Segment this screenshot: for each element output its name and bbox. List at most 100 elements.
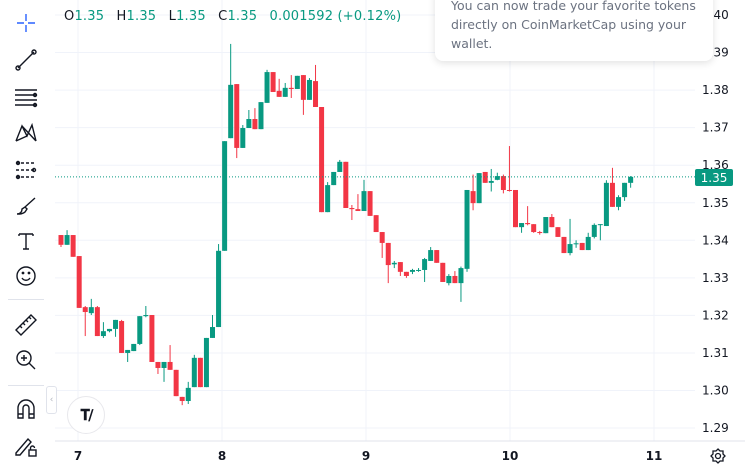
- candle-body: [119, 321, 125, 353]
- candle-down: [276, 78, 282, 97]
- last-price-badge: 1.35: [695, 169, 733, 186]
- candle-down: [482, 171, 488, 183]
- tradingview-logo[interactable]: 𝐓∕: [67, 396, 105, 434]
- tooltip-line: You can now trade your favorite tokens: [451, 0, 696, 13]
- candle-body: [591, 224, 597, 237]
- candle-up: [161, 361, 167, 382]
- candle-body: [628, 176, 634, 183]
- price-axis[interactable]: 1.29 1.30 1.31 1.32 1.33 1.34 1.35 1.36 1.37 1.38…: [702, 8, 729, 435]
- candle-up: [191, 354, 197, 388]
- candle-down: [506, 146, 512, 192]
- candle-up: [282, 82, 288, 97]
- lock-drawings-icon: [15, 437, 37, 457]
- zoom-in-tool[interactable]: [9, 345, 43, 375]
- candle-body: [549, 217, 555, 228]
- crosshair-tool[interactable]: [9, 8, 43, 38]
- brush-tool[interactable]: [9, 191, 43, 221]
- candle-body: [476, 173, 482, 204]
- candle-body: [585, 236, 591, 251]
- candle-up: [64, 230, 70, 245]
- emoji-tool[interactable]: [9, 261, 43, 291]
- text-icon: [18, 233, 34, 250]
- candle-up: [137, 316, 143, 346]
- x-tick-label: 10: [502, 449, 519, 463]
- candle-up: [306, 78, 312, 100]
- candle-down: [549, 214, 555, 228]
- candle-up: [622, 182, 628, 201]
- candle-body: [64, 235, 70, 245]
- ruler-icon: [15, 314, 37, 336]
- candle-body: [300, 75, 306, 100]
- magnet-icon: [17, 399, 35, 419]
- candle-down: [58, 235, 64, 248]
- candle-body: [367, 191, 373, 216]
- time-axis[interactable]: 7 8 9 10 11: [74, 449, 663, 463]
- candle-body: [537, 232, 543, 234]
- candle-body: [161, 361, 167, 368]
- candle-down: [452, 271, 458, 284]
- brush-icon: [16, 197, 36, 215]
- candle-body: [216, 250, 222, 328]
- candle-up: [131, 343, 137, 352]
- candle-down: [397, 262, 403, 276]
- lock-drawings-tool[interactable]: [9, 431, 43, 461]
- horizontal-lines-tool[interactable]: [9, 82, 43, 112]
- candle-body: [470, 191, 476, 204]
- candle-body: [325, 185, 331, 213]
- candle-body: [416, 269, 422, 271]
- candle-up: [264, 69, 270, 103]
- candle-body: [125, 349, 131, 353]
- ruler-tool[interactable]: [9, 310, 43, 340]
- text-tool[interactable]: [9, 226, 43, 256]
- candle-down: [373, 215, 379, 233]
- candle-body: [131, 343, 137, 352]
- candle-body: [179, 396, 185, 402]
- high-label: H: [116, 9, 127, 24]
- candle-up: [391, 260, 397, 269]
- low-value: 1.35: [176, 9, 206, 24]
- candle-body: [513, 189, 518, 228]
- grid: [55, 0, 695, 441]
- candle-up: [597, 224, 603, 241]
- settings-gear-icon[interactable]: [709, 447, 727, 465]
- collapse-toolbar-button[interactable]: ‹: [46, 386, 57, 414]
- horizontal-lines-icon: [15, 89, 38, 108]
- candle-up: [337, 159, 343, 172]
- low-label: L: [168, 9, 177, 24]
- magnet-tool[interactable]: [9, 394, 43, 424]
- candle-body: [531, 224, 537, 233]
- candle-body: [319, 106, 325, 213]
- candle-down: [197, 357, 203, 388]
- drawing-toolbar: ‹: [0, 0, 57, 470]
- y-tick-label: 1.37: [702, 121, 729, 135]
- candle-up: [628, 176, 634, 188]
- candle-body: [464, 189, 470, 269]
- candle-up: [416, 268, 422, 272]
- candle-body: [70, 235, 76, 257]
- x-tick-label: 8: [218, 449, 226, 463]
- candle-up: [464, 189, 470, 272]
- candle-body: [306, 79, 312, 100]
- candle-up: [591, 223, 597, 239]
- chevron-left-icon: ‹: [49, 395, 54, 405]
- candle-body: [379, 232, 385, 243]
- candle-body: [385, 242, 391, 266]
- candle-body: [519, 223, 525, 228]
- logo-glyph: 𝐓∕: [80, 406, 93, 424]
- y-tick-label: 1.36: [702, 158, 729, 172]
- candle-up: [222, 141, 228, 251]
- emoji-icon: [16, 266, 36, 286]
- candle-body: [331, 171, 337, 186]
- trend-line-tool[interactable]: [9, 45, 43, 75]
- candle-up: [88, 298, 94, 316]
- candle-body: [343, 161, 349, 209]
- candle-body: [234, 84, 240, 148]
- candle-body: [567, 244, 573, 254]
- forecast-tool[interactable]: [9, 155, 43, 185]
- candle-down: [555, 227, 561, 237]
- candle-up: [519, 223, 525, 233]
- candle-body: [106, 328, 112, 332]
- candle-body: [240, 128, 246, 148]
- pattern-tool[interactable]: [9, 118, 43, 148]
